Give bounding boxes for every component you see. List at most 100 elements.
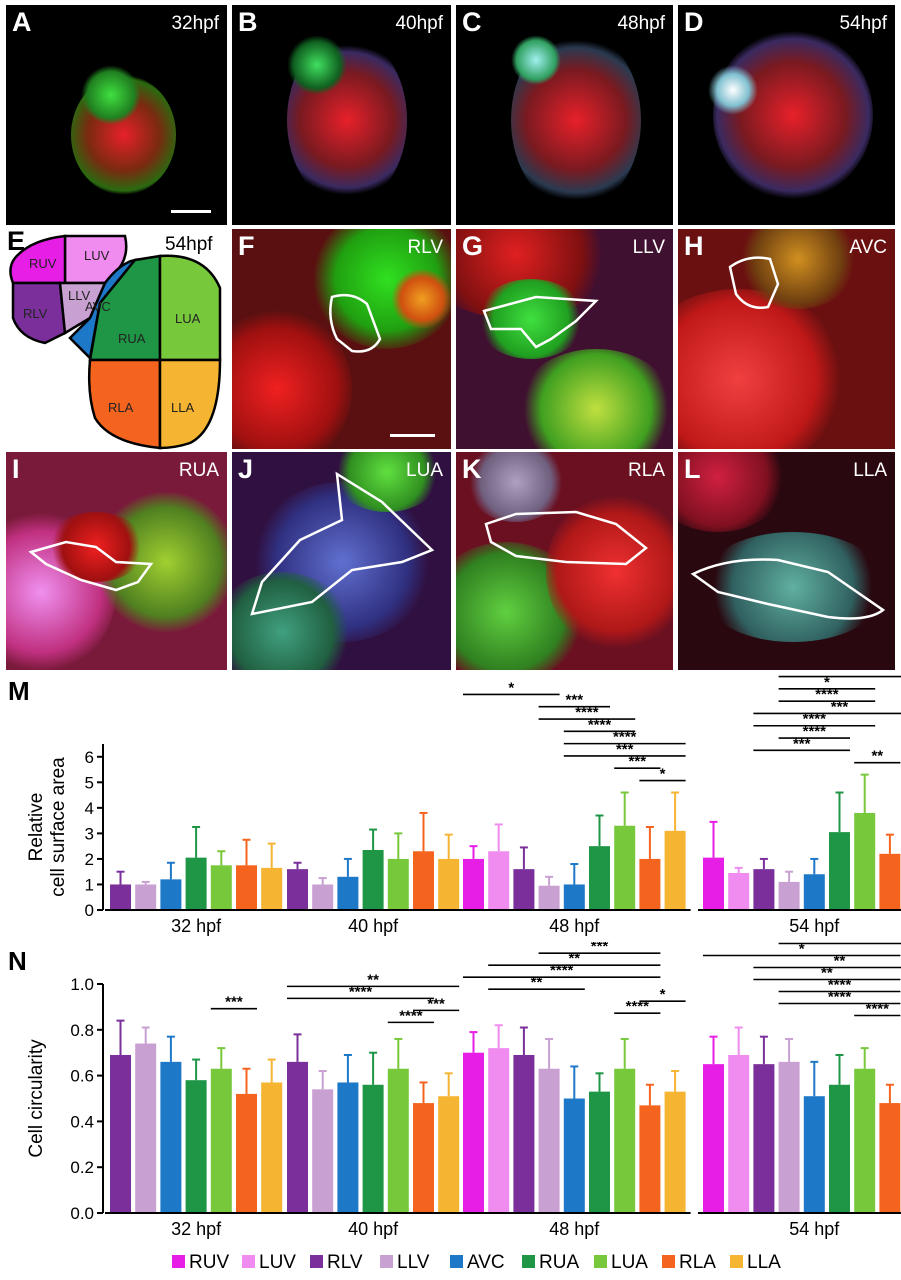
bar — [210, 865, 232, 910]
significance-label: ** — [871, 748, 883, 765]
panel-i: I RUA — [6, 452, 227, 670]
legend-swatch — [380, 1255, 393, 1268]
bar — [589, 1091, 610, 1213]
panel-tag: AVC — [849, 237, 887, 258]
legend-swatch — [730, 1255, 743, 1268]
bar — [438, 1096, 460, 1213]
legend-label: LLA — [747, 1252, 781, 1273]
bar — [538, 885, 560, 910]
panel-letter: J — [238, 454, 254, 484]
panel-letter: I — [12, 454, 20, 484]
bar — [879, 853, 901, 910]
panel-d: D 54hpf — [678, 5, 895, 225]
chart-m: M 0 1 2 3 4 5 6 Relative cell surface area 32 hpf 4… — [8, 672, 901, 936]
bar — [185, 1080, 207, 1213]
bar — [463, 858, 484, 910]
significance-label: * — [571, 942, 577, 943]
significance-label: *** — [225, 994, 243, 1011]
legend-label: RUV — [189, 1252, 229, 1273]
panel-letter: L — [684, 454, 701, 484]
region-label: RLV — [23, 306, 48, 321]
region-label: LUV — [84, 248, 110, 263]
y-tick-label: 5 — [85, 773, 94, 792]
bar — [854, 812, 876, 910]
significance-label: **** — [626, 998, 650, 1015]
region-label: RUA — [118, 331, 146, 346]
significance-label: **** — [840, 672, 864, 679]
bar — [778, 1061, 800, 1213]
bar — [135, 1043, 157, 1213]
legend-swatch — [522, 1255, 535, 1268]
bar — [513, 869, 535, 910]
significance-label: **** — [588, 716, 612, 733]
region-label: RLA — [108, 400, 134, 415]
significance-label: **** — [575, 704, 599, 721]
region-label: LLV — [68, 288, 90, 303]
bar — [614, 1068, 636, 1213]
y-axis-label: Cell circularity — [26, 1039, 47, 1158]
panel-letter: A — [12, 7, 32, 37]
panel-letter: F — [238, 231, 255, 261]
significance-label: **** — [866, 1001, 890, 1018]
bar — [236, 865, 257, 910]
y-tick-label: 6 — [85, 748, 94, 767]
legend-swatch — [450, 1255, 463, 1268]
legend-label: RLA — [679, 1252, 716, 1273]
bar — [829, 1084, 850, 1213]
bar — [753, 1064, 775, 1213]
x-group-label: 48 hpf — [549, 1219, 600, 1239]
scale-bar — [390, 434, 435, 437]
bar — [312, 1089, 334, 1213]
significance-label: ** — [568, 950, 580, 967]
significance-label: * — [660, 986, 666, 1003]
bar — [664, 1091, 686, 1213]
bar — [287, 1061, 308, 1213]
x-group-label: 32 hpf — [171, 916, 222, 936]
bar — [639, 858, 661, 910]
significance-label: * — [849, 942, 855, 946]
x-group-label: 48 hpf — [549, 916, 600, 936]
panel-c: C 48hpf — [456, 5, 673, 225]
bar — [236, 1093, 257, 1213]
y-tick-label: 1.0 — [70, 975, 94, 994]
legend: RUV LUV RLV LLV AVC RUA LUA RLA LLA — [172, 1252, 781, 1273]
bar — [778, 881, 800, 910]
x-group-label: 40 hpf — [348, 1219, 399, 1239]
bar — [614, 825, 636, 910]
significance-label: *** — [629, 753, 647, 770]
panel-letter: D — [684, 7, 704, 37]
y-tick-label: 1 — [85, 875, 94, 894]
legend-swatch — [662, 1255, 675, 1268]
bar — [563, 884, 585, 910]
significance-label: **** — [613, 729, 637, 746]
x-group-label: 32 hpf — [171, 1219, 222, 1239]
y-tick-label: 0.6 — [70, 1067, 94, 1086]
significance-label: * — [824, 674, 830, 691]
panel-k: K RLA — [456, 452, 673, 670]
bar — [703, 857, 724, 910]
panel-b: B 40hpf — [232, 5, 451, 225]
significance-label: *** — [566, 692, 584, 709]
bar — [387, 858, 409, 910]
bar — [854, 1068, 876, 1213]
bar — [488, 1048, 510, 1213]
bar — [438, 858, 460, 910]
panel-tag: 40hpf — [395, 13, 443, 34]
bar — [803, 874, 825, 910]
legend-swatch — [310, 1255, 323, 1268]
panel-tag: RLA — [628, 460, 665, 481]
legend-label: LUA — [611, 1252, 648, 1273]
bar — [879, 1103, 901, 1213]
bar — [362, 849, 384, 910]
legend-swatch — [242, 1255, 255, 1268]
panel-g: G LLV — [456, 229, 673, 449]
y-tick-label: 0.0 — [70, 1204, 94, 1223]
bar — [753, 869, 775, 910]
panel-letter: H — [684, 231, 704, 261]
y-tick-label: 0.2 — [70, 1158, 94, 1177]
bar — [337, 1082, 359, 1213]
legend-label: AVC — [467, 1252, 505, 1273]
bar — [829, 832, 850, 910]
panel-a: A 32hpf — [6, 5, 227, 225]
bar — [287, 869, 308, 910]
